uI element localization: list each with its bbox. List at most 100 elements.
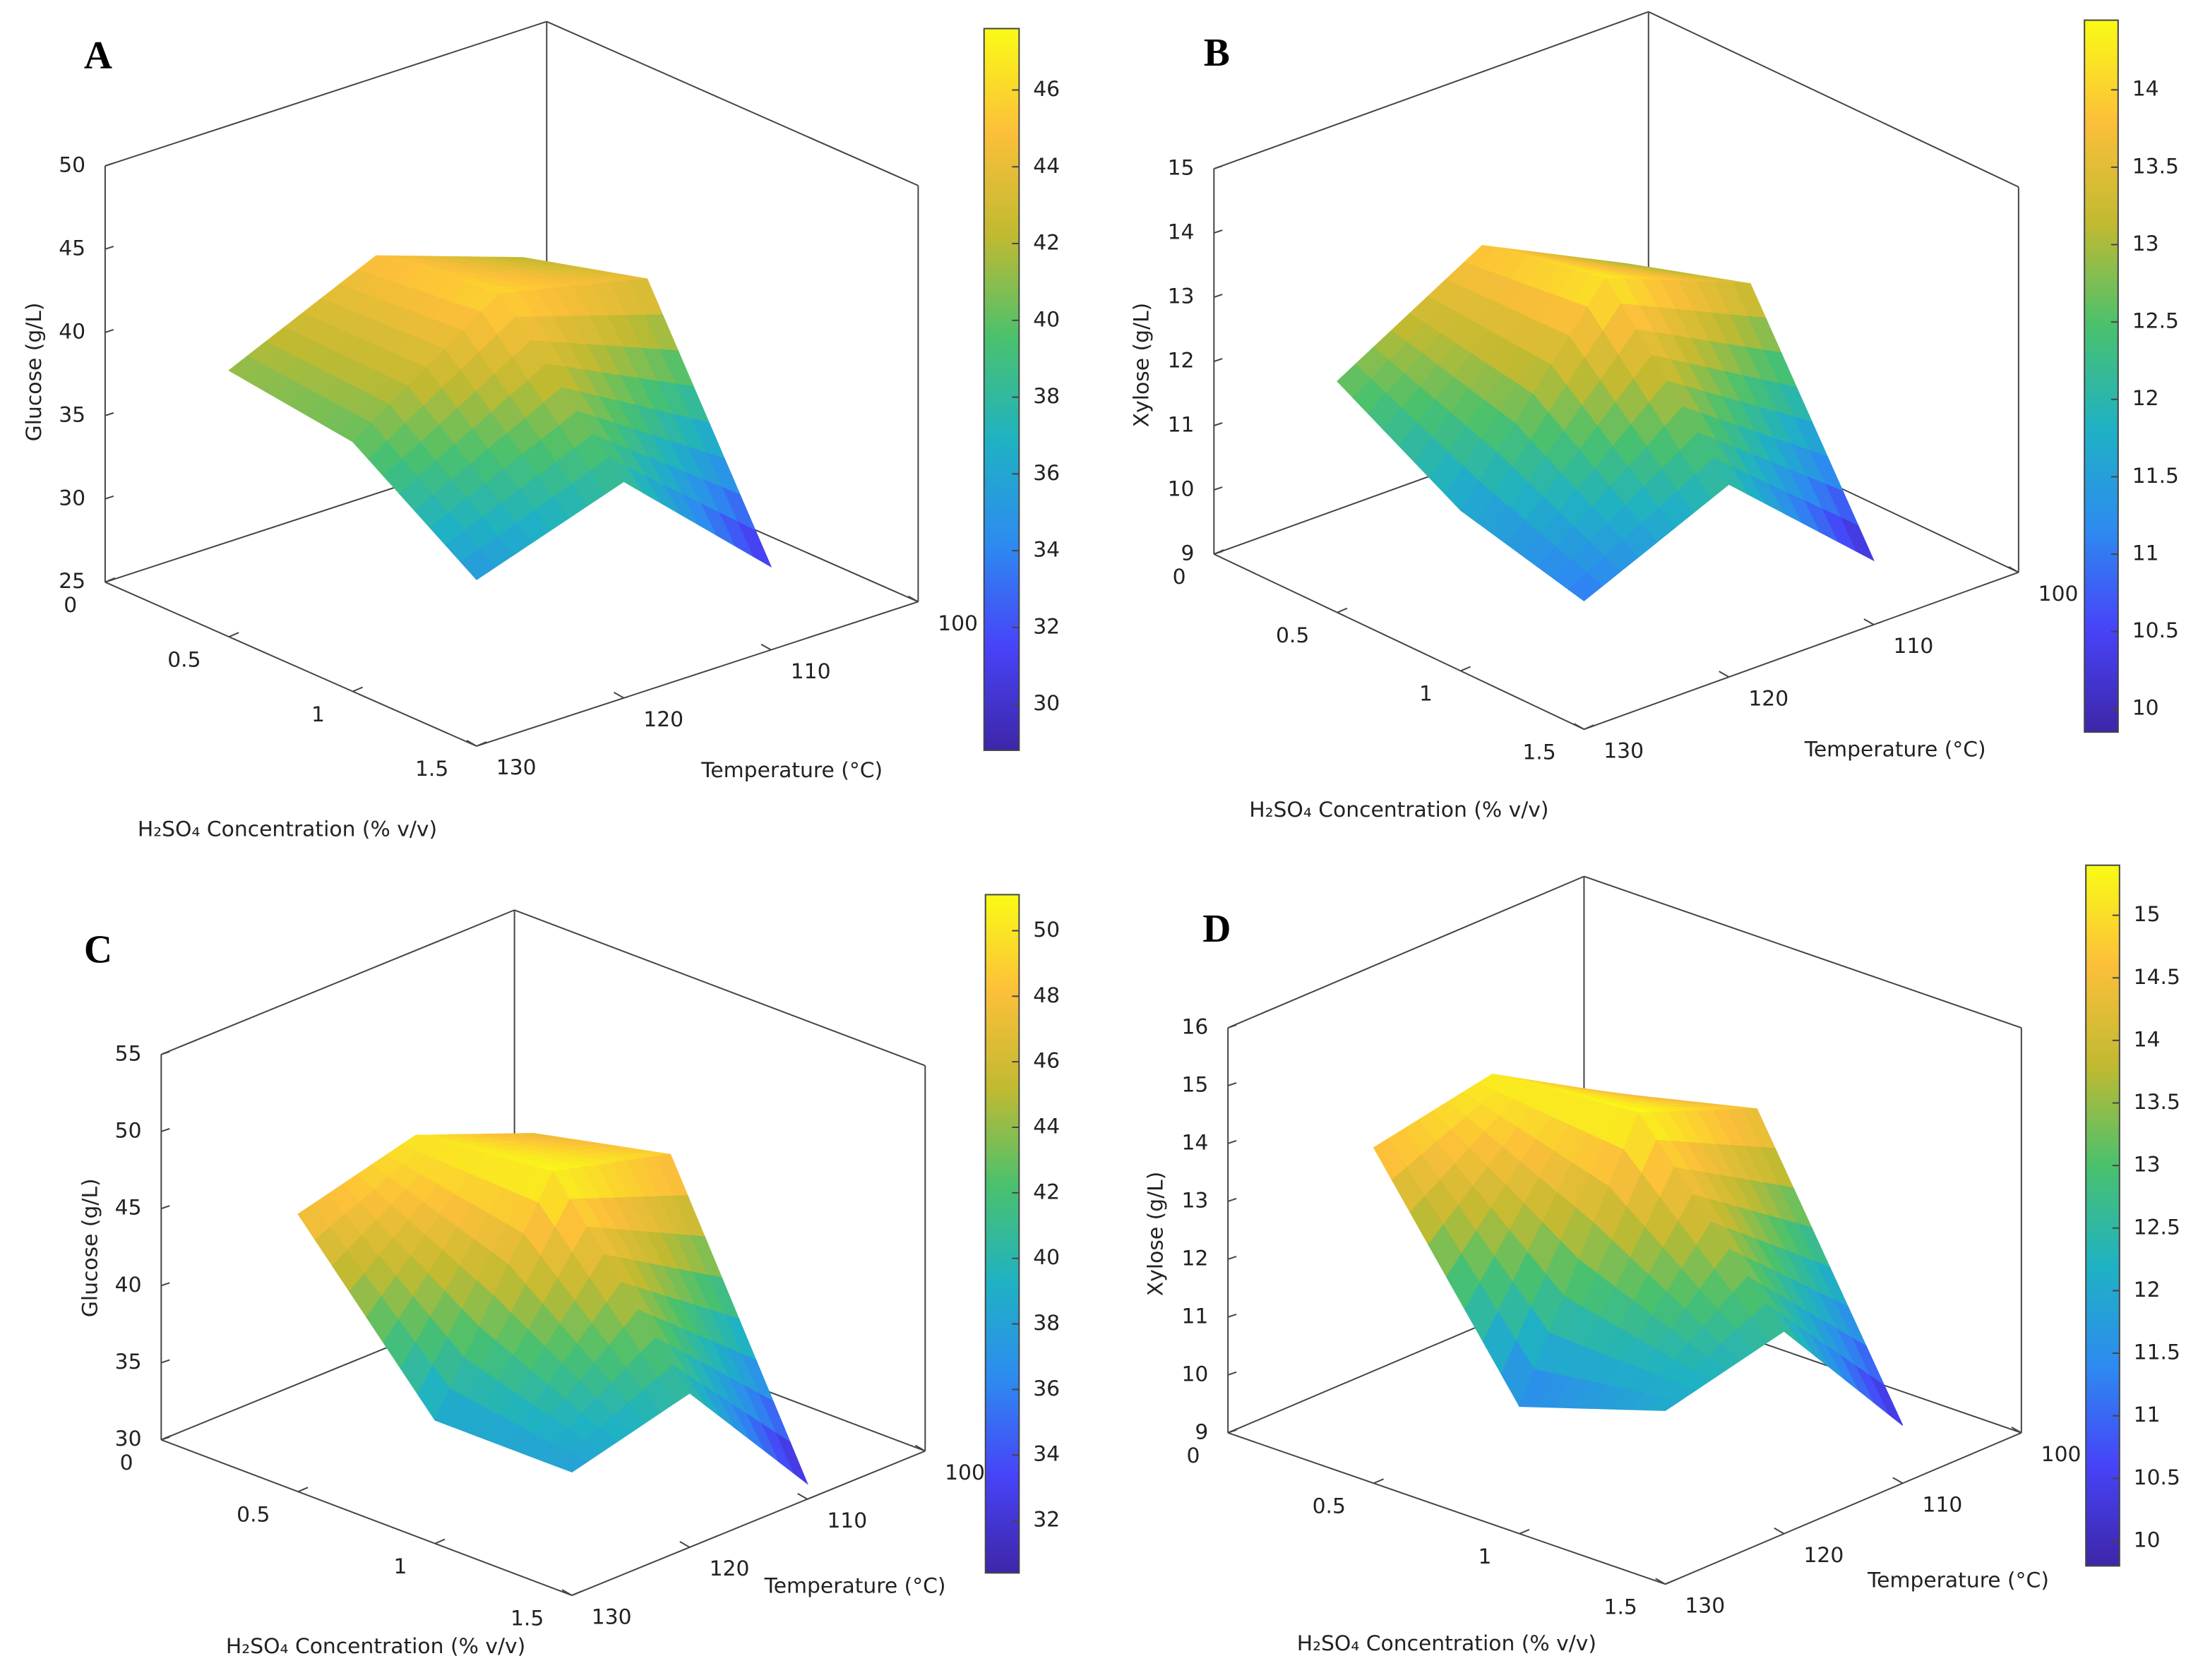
z-tick xyxy=(104,246,114,250)
x-tick xyxy=(1213,549,1224,555)
y-tick-label: 120 xyxy=(1803,1543,1844,1568)
colorbar-tick-label: 38 xyxy=(1033,1311,1060,1336)
colorbar-tick-label: 42 xyxy=(1033,1180,1060,1204)
y-tick-label: 120 xyxy=(1748,686,1788,711)
axis-box-edge xyxy=(1584,875,2022,1028)
z-tick xyxy=(1213,165,1223,169)
colorbar-tick-label: 13 xyxy=(2134,1153,2161,1177)
z-tick-label: 35 xyxy=(59,402,85,427)
y-tick-label: 120 xyxy=(710,1556,750,1581)
colorbar-tick-label: 13 xyxy=(2132,232,2159,256)
y-tick xyxy=(760,643,772,651)
colorbar-tick-label: 14 xyxy=(2134,1027,2161,1052)
z-tick xyxy=(160,1205,170,1210)
colorbar-tick-label: 10.5 xyxy=(2134,1465,2180,1490)
z-tick-label: 40 xyxy=(59,319,85,344)
z-tick-label: 10 xyxy=(1181,1362,1208,1386)
z-tick-label: 14 xyxy=(1168,220,1195,245)
z-tick xyxy=(1213,422,1223,426)
y-tick-label: 110 xyxy=(827,1508,867,1533)
colorbar-tick-label: 12 xyxy=(2132,386,2159,411)
z-tick xyxy=(1227,1371,1237,1376)
axis-box-edge xyxy=(1665,1432,2022,1585)
z-tick-label: 12 xyxy=(1181,1246,1208,1271)
z-axis-label: Glucose (g/L) xyxy=(78,1178,103,1317)
z-tick xyxy=(1213,486,1223,491)
x-tick xyxy=(160,1434,172,1441)
y-tick xyxy=(466,740,477,747)
z-tick-label: 45 xyxy=(115,1196,142,1220)
x-tick-label: 0.5 xyxy=(237,1502,270,1527)
x-tick-label: 0.5 xyxy=(167,647,201,672)
z-axis-label: Xylose (g/L) xyxy=(1143,1172,1168,1297)
panel-label: B xyxy=(1204,31,1230,75)
colorbar-tick-label: 34 xyxy=(1033,538,1060,563)
z-tick xyxy=(104,412,114,416)
z-tick xyxy=(1227,1082,1237,1086)
colorbar-tick-label: 13.5 xyxy=(2132,154,2179,179)
z-axis-label: Glucose (g/L) xyxy=(22,303,47,442)
z-tick-label: 15 xyxy=(1168,156,1195,181)
x-axis-label: H₂SO₄ Concentration (% v/v) xyxy=(138,817,437,842)
x-axis-label: H₂SO₄ Concentration (% v/v) xyxy=(226,1634,525,1659)
y-tick xyxy=(614,692,624,699)
surface-patch xyxy=(554,1452,588,1473)
colorbar-tick-label: 12 xyxy=(2134,1278,2161,1302)
x-tick xyxy=(476,741,487,747)
panel-label: C xyxy=(84,928,112,972)
y-tick xyxy=(2008,565,2019,573)
z-tick-label: 10 xyxy=(1168,476,1195,501)
y-tick xyxy=(561,1589,573,1596)
axis-box-edge xyxy=(546,20,919,186)
x-tick-label: 1 xyxy=(1478,1544,1491,1569)
x-tick-label: 1.5 xyxy=(1604,1595,1637,1619)
x-tick xyxy=(1665,1579,1676,1585)
colorbar-tick-label: 10 xyxy=(2134,1528,2161,1552)
colorbar-tick-label: 46 xyxy=(1033,77,1060,102)
colorbar-tick-label: 13.5 xyxy=(2134,1090,2180,1115)
x-tick-label: 0 xyxy=(1186,1444,1200,1468)
axis-box-edge xyxy=(571,1450,926,1597)
surface-patch xyxy=(1646,1396,1682,1411)
z-tick xyxy=(160,1050,170,1055)
z-tick xyxy=(160,1359,170,1364)
y-tick-label: 110 xyxy=(1923,1493,1963,1518)
z-tick xyxy=(160,1282,170,1287)
z-tick xyxy=(1227,1198,1237,1202)
x-tick xyxy=(571,1590,583,1597)
x-tick-label: 0 xyxy=(1173,565,1186,589)
x-tick xyxy=(352,686,363,692)
y-tick-label: 120 xyxy=(643,707,683,732)
z-tick-label: 15 xyxy=(1181,1073,1208,1098)
z-tick xyxy=(1227,1255,1237,1260)
colorbar xyxy=(2084,19,2119,733)
x-tick xyxy=(228,632,239,638)
axis-box-edge xyxy=(1227,875,1584,1028)
z-tick-label: 30 xyxy=(59,486,85,510)
colorbar-tick-label: 12.5 xyxy=(2134,1215,2180,1240)
colorbar-tick-label: 11.5 xyxy=(2132,464,2179,488)
axis-box-edge xyxy=(160,1439,573,1597)
z-tick-label: 9 xyxy=(1181,541,1195,565)
y-tick xyxy=(914,1444,926,1452)
x-tick-label: 0.5 xyxy=(1313,1494,1346,1519)
y-tick-label: 100 xyxy=(945,1460,985,1485)
z-tick-label: 35 xyxy=(115,1350,142,1374)
colorbar-tick-label: 32 xyxy=(1033,1508,1060,1532)
y-tick xyxy=(908,595,919,603)
z-tick-label: 55 xyxy=(115,1041,142,1066)
x-tick xyxy=(1227,1427,1238,1434)
y-tick-label: 130 xyxy=(1685,1593,1725,1618)
panel-label: A xyxy=(84,34,112,78)
x-tick xyxy=(1373,1478,1384,1484)
z-tick-label: 9 xyxy=(1195,1420,1208,1444)
y-tick-label: 100 xyxy=(2038,582,2079,606)
z-tick xyxy=(1227,1024,1237,1028)
z-tick-label: 45 xyxy=(59,236,85,260)
colorbar-tick-label: 44 xyxy=(1033,154,1060,179)
axis-box-edge xyxy=(1584,571,2019,731)
colorbar-tick-label: 50 xyxy=(1033,918,1060,942)
z-tick xyxy=(160,1128,170,1132)
colorbar-tick-label: 42 xyxy=(1033,231,1060,256)
